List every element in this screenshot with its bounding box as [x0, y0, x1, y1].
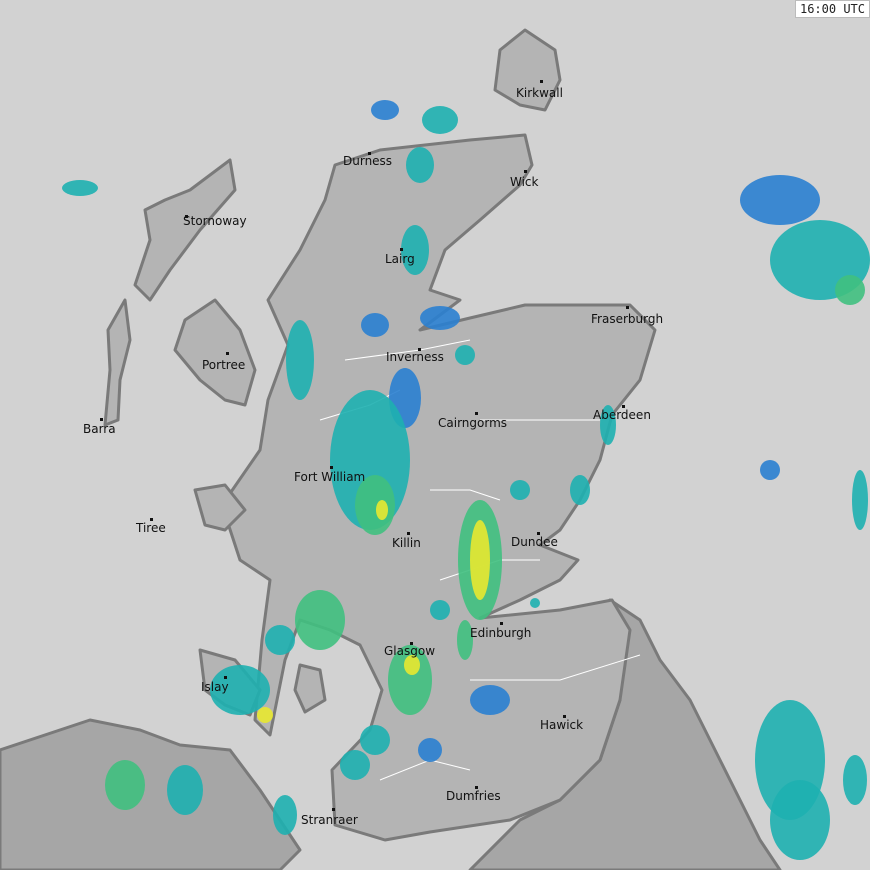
- town-label: Lairg: [385, 252, 415, 266]
- town-label: Killin: [392, 536, 421, 550]
- rain-echo: [404, 655, 420, 675]
- town-label: Hawick: [540, 718, 584, 732]
- rain-echo: [470, 520, 490, 600]
- rain-echo: [740, 175, 820, 225]
- town-marker: [226, 352, 229, 355]
- rain-echo: [852, 470, 868, 530]
- town-marker: [475, 412, 478, 415]
- northern-ireland: [0, 718, 302, 870]
- town-label: Kirkwall: [516, 86, 563, 100]
- town-label: Portree: [202, 358, 246, 372]
- town-marker: [524, 170, 527, 173]
- rain-echo: [430, 600, 450, 620]
- rain-echo: [360, 725, 390, 755]
- rain-echo: [455, 345, 475, 365]
- town-marker: [224, 676, 227, 679]
- town-marker: [622, 405, 625, 408]
- radar-echoes: [62, 100, 870, 860]
- rain-echo: [371, 100, 399, 120]
- rain-echo: [835, 275, 865, 305]
- town-marker: [100, 418, 103, 421]
- town-marker: [537, 532, 540, 535]
- town-label: Inverness: [386, 350, 444, 364]
- timestamp: 16:00 UTC: [794, 0, 870, 18]
- rain-echo: [406, 147, 434, 183]
- town-label: Tiree: [136, 521, 166, 535]
- town-label: Aberdeen: [593, 408, 651, 422]
- town-marker: [368, 152, 371, 155]
- town-label: Durness: [343, 154, 393, 168]
- rain-echo: [510, 480, 530, 500]
- town-marker: [400, 248, 403, 251]
- rain-echo: [286, 320, 314, 400]
- rain-echo: [265, 625, 295, 655]
- orkney: [493, 28, 562, 112]
- town-marker: [410, 642, 413, 645]
- lewis-harris: [133, 158, 237, 302]
- mull: [193, 483, 247, 532]
- rain-echo: [273, 795, 297, 835]
- rain-echo: [62, 180, 98, 196]
- town-label: Cairngorms: [438, 416, 508, 430]
- rain-echo: [376, 500, 388, 520]
- rain-echo: [361, 313, 389, 337]
- town-label: Wick: [510, 175, 539, 189]
- rain-echo: [470, 685, 510, 715]
- town-marker: [332, 808, 335, 811]
- town-label: Stranraer: [301, 813, 358, 827]
- rain-echo: [570, 475, 590, 505]
- town-marker: [626, 306, 629, 309]
- town-label: Dundee: [511, 535, 558, 549]
- town-label: Barra: [83, 422, 116, 436]
- rain-echo: [418, 738, 442, 762]
- rain-echo: [401, 225, 429, 275]
- town-marker: [330, 466, 333, 469]
- town-marker: [500, 622, 503, 625]
- rain-echo: [388, 645, 432, 715]
- rain-echo: [600, 405, 616, 445]
- rain-echo: [167, 765, 203, 815]
- town-marker: [418, 348, 421, 351]
- town-label: Dumfries: [446, 789, 501, 803]
- town-label: Islay: [201, 680, 229, 694]
- rain-echo: [457, 620, 473, 660]
- rain-echo: [355, 475, 395, 535]
- town-label: Fraserburgh: [591, 312, 664, 326]
- rain-echo: [422, 106, 458, 134]
- town-marker: [407, 532, 410, 535]
- scotland-mainland: [220, 133, 657, 842]
- town-marker: [150, 518, 153, 521]
- town-label: Stornoway: [183, 214, 247, 228]
- rain-echo: [257, 707, 273, 723]
- town-marker: [563, 715, 566, 718]
- skye: [173, 298, 257, 407]
- uist: [103, 298, 132, 427]
- town-marker: [185, 215, 188, 218]
- town-marker: [475, 786, 478, 789]
- town-marker: [540, 80, 543, 83]
- town-label: Edinburgh: [470, 626, 532, 640]
- rain-echo: [295, 590, 345, 650]
- town-label: Glasgow: [384, 644, 436, 658]
- rain-echo: [530, 598, 540, 608]
- arran: [293, 663, 327, 714]
- town-label: Fort William: [294, 470, 366, 484]
- rain-echo: [843, 755, 867, 805]
- rain-echo: [340, 750, 370, 780]
- rain-echo: [770, 780, 830, 860]
- rain-echo: [420, 306, 460, 330]
- rain-echo: [760, 460, 780, 480]
- rain-echo: [105, 760, 145, 810]
